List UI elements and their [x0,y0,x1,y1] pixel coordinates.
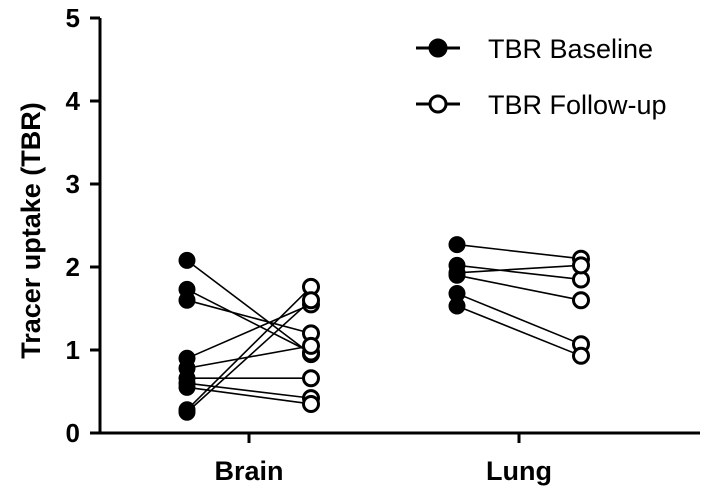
legend-item-followup: TBR Follow-up [416,90,667,120]
baseline-point [448,236,466,254]
baseline-point [448,266,466,284]
baseline-point [178,251,196,269]
followup-point [302,291,320,310]
y-axis: 0 1 2 3 4 5 [66,3,102,448]
y-tick-label: 5 [66,3,80,33]
y-tick-label: 0 [66,418,80,448]
baseline-point [178,403,196,421]
category-label-lung: Lung [486,456,552,486]
baseline-point [178,378,196,396]
pair-line [456,264,582,274]
pair-line [186,382,312,399]
legend: TBR Baseline TBR Follow-up [416,34,667,120]
x-ticks: Brain Lung [214,433,552,486]
pair-line [456,243,582,260]
y-tick-label: 2 [66,252,80,282]
data-points [178,236,590,421]
legend-marker [428,38,448,58]
category-label-brain: Brain [214,456,283,486]
pair-line [456,305,582,357]
pair-line [186,299,312,335]
y-tick-label: 4 [66,86,81,116]
followup-point [302,336,320,355]
pair-line [186,288,312,354]
legend-marker [428,94,448,114]
pair-line [186,303,312,360]
y-tick-label: 1 [66,335,80,365]
baseline-point [178,291,196,309]
pair-line [186,259,312,355]
baseline-point [448,297,466,315]
followup-point [302,394,320,413]
followup-point [572,346,590,365]
followup-point [572,256,590,275]
plot-area [178,236,590,421]
legend-item-baseline: TBR Baseline [416,34,653,64]
pair-line [456,274,582,301]
legend-label: TBR Follow-up [488,90,667,120]
y-tick-label: 3 [66,169,80,199]
x-axis: Brain Lung [98,431,700,486]
pair-line [456,292,582,345]
followup-point [302,369,320,388]
pair-line [186,299,312,413]
legend-label: TBR Baseline [488,34,653,64]
pair-line [456,264,582,281]
followup-point [572,291,590,310]
y-ticks: 0 1 2 3 4 5 [66,3,100,448]
pair-line [186,286,312,411]
pair-lines [186,243,582,413]
y-axis-label: Tracer uptake (TBR) [16,102,46,359]
